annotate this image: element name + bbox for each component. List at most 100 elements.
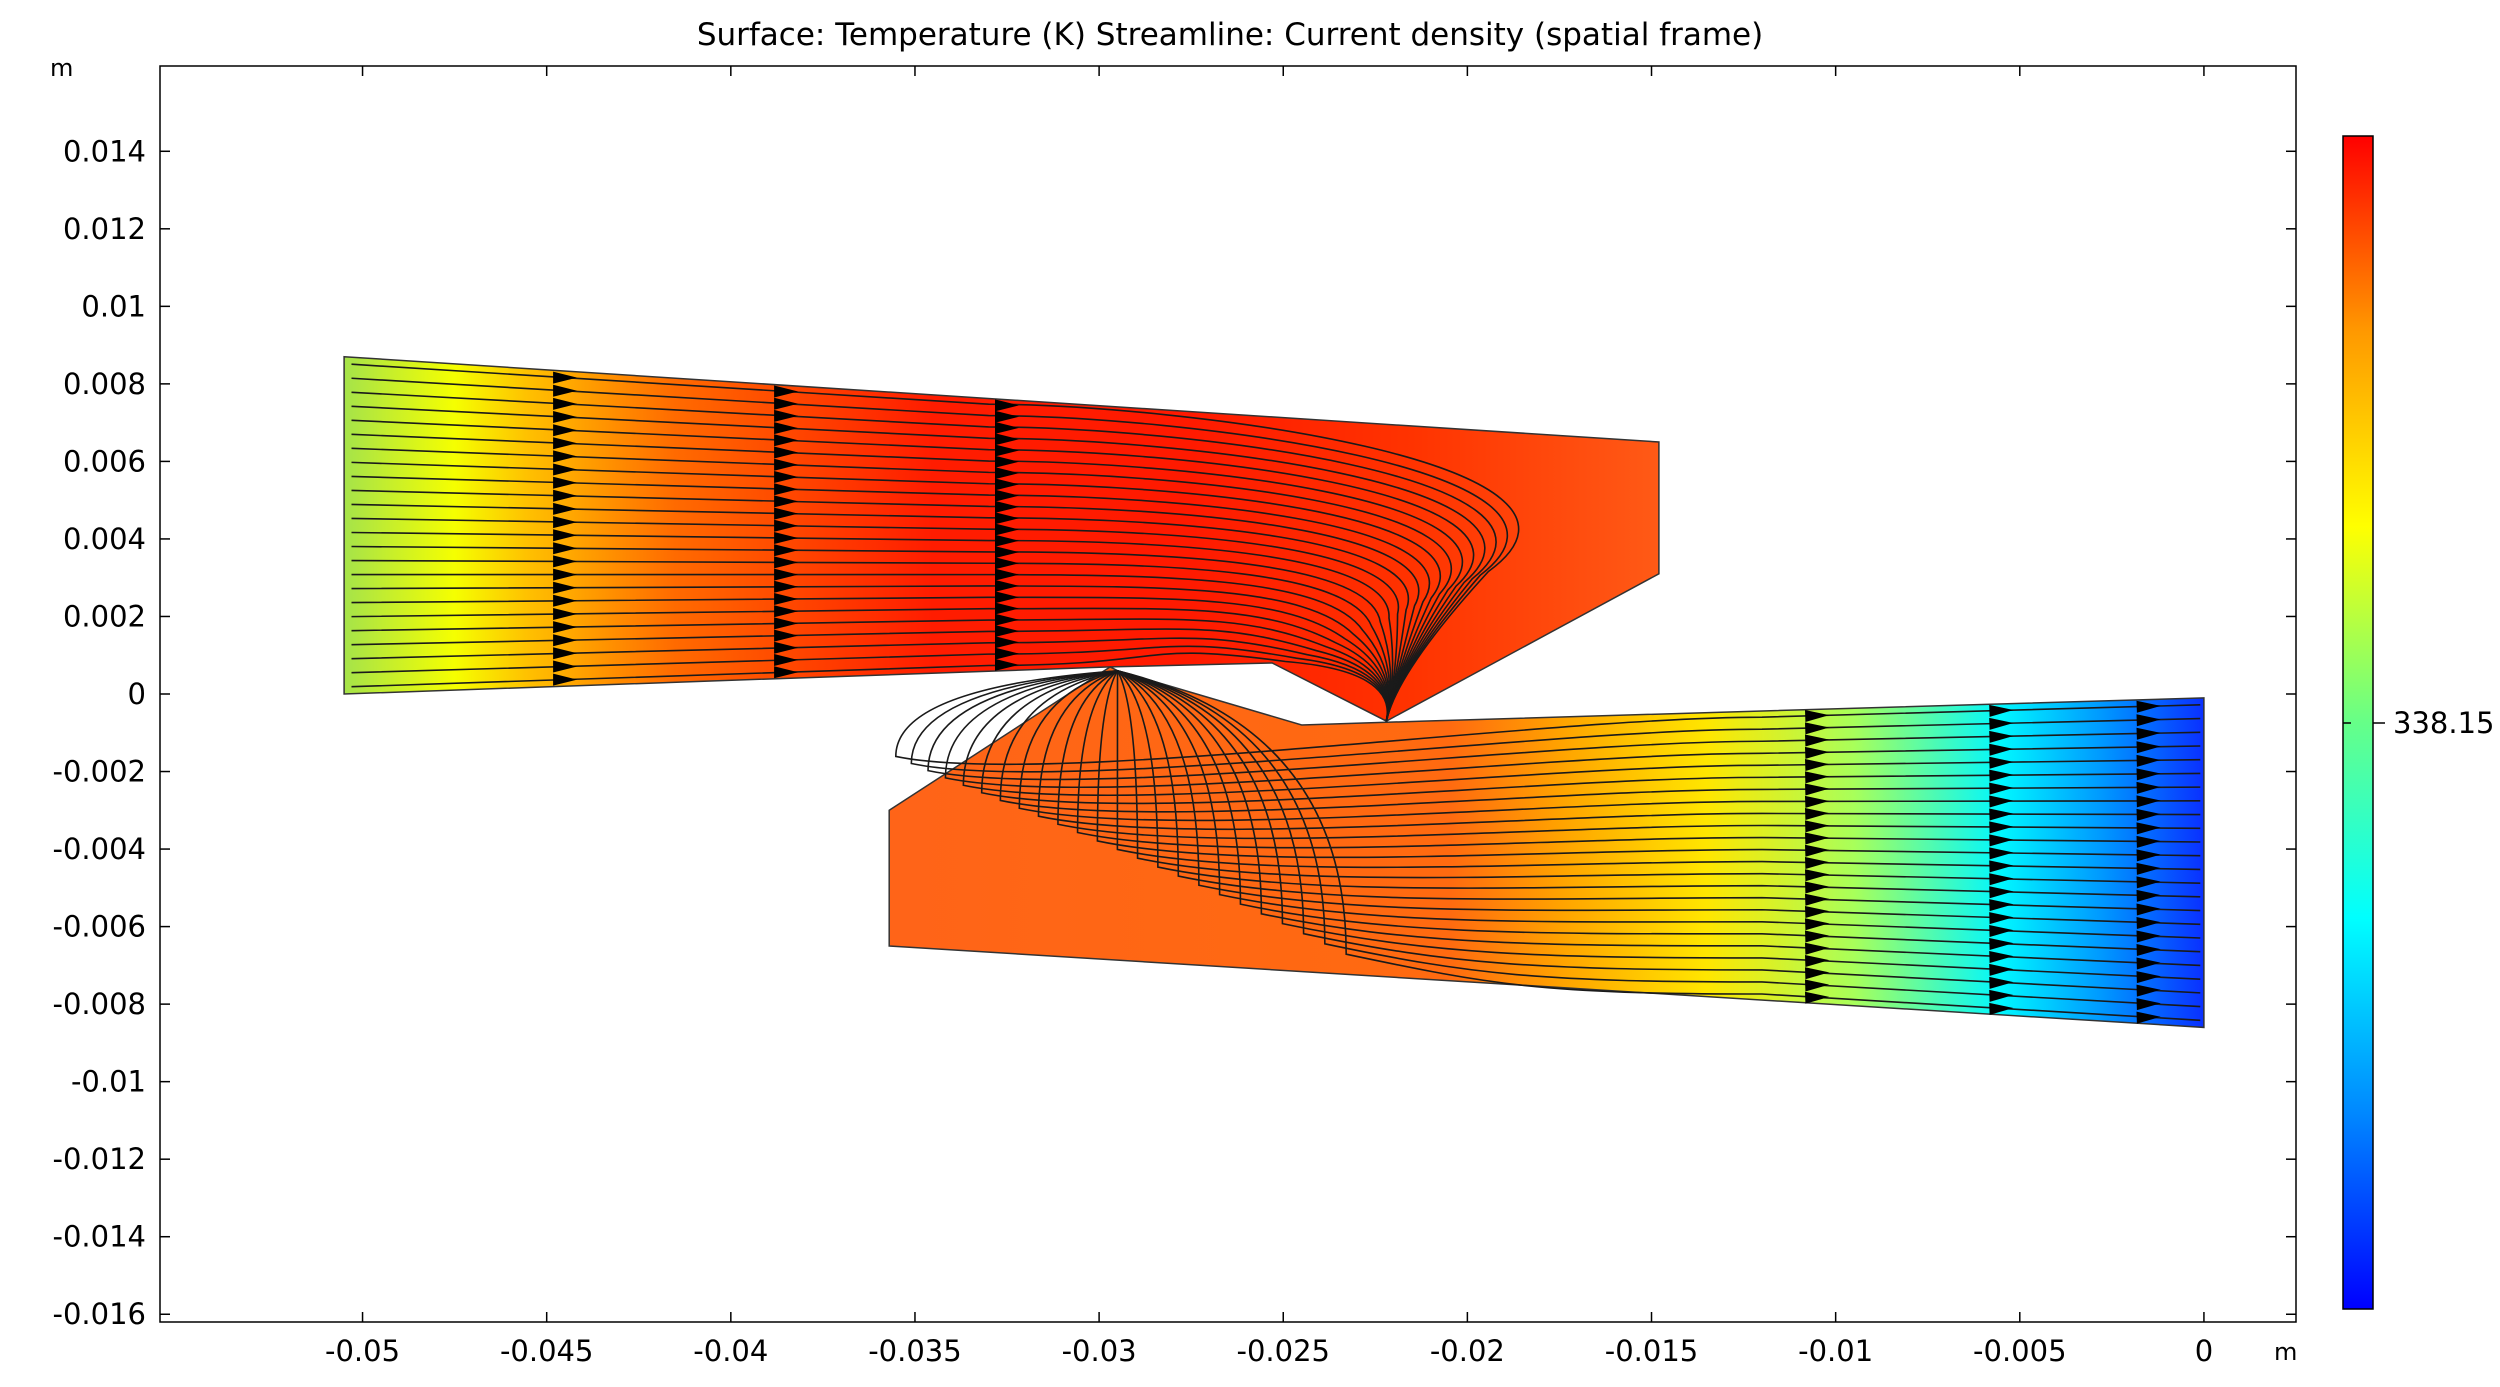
y-tick-label: 0	[128, 677, 146, 711]
y-tick-label: 0.012	[63, 212, 146, 246]
streamline-arrow	[995, 613, 1019, 626]
streamline-arrow	[1804, 710, 1830, 723]
y-tick-label: 0.002	[63, 599, 146, 633]
streamline-arrow	[774, 434, 799, 447]
y-tick-label: 0.008	[63, 367, 146, 401]
x-tick-label: -0.025	[1236, 1334, 1330, 1368]
streamline-upper	[351, 391, 1497, 722]
streamline-lower	[1117, 670, 2201, 939]
streamline-arrow	[1804, 967, 1830, 980]
streamline-arrow	[774, 556, 799, 569]
streamline-arrow	[774, 385, 799, 398]
streamline-arrow	[995, 591, 1019, 604]
y-tick-label: -0.012	[53, 1142, 147, 1176]
streamline-arrow	[2136, 903, 2161, 916]
streamline-arrow	[774, 654, 799, 666]
streamline-arrow	[553, 581, 578, 594]
streamline-arrow	[774, 617, 799, 630]
x-tick-label: -0.045	[500, 1334, 594, 1368]
streamline-upper	[351, 447, 1452, 722]
streamline-arrow	[774, 446, 799, 459]
streamline-arrow	[1804, 783, 1830, 796]
streamline-upper	[351, 461, 1441, 722]
streamline-arrow	[553, 437, 578, 450]
streamline-arrow	[2136, 984, 2161, 997]
streamline-upper	[351, 618, 1389, 722]
streamline-arrow	[774, 605, 799, 618]
streamline-arrow	[774, 507, 799, 520]
streamline-arrow	[995, 500, 1019, 513]
streamline-arrow	[995, 399, 1019, 412]
streamline-upper	[351, 596, 1390, 722]
streamline-arrow	[2136, 754, 2161, 767]
y-tick-label: -0.014	[53, 1220, 147, 1254]
streamline-arrow	[774, 532, 799, 544]
streamline-upper	[351, 489, 1420, 722]
streamline-arrow	[553, 424, 578, 437]
streamline-arrow	[2136, 835, 2161, 848]
streamline-arrow	[1989, 989, 2014, 1002]
streamline-arrow	[774, 458, 799, 471]
streamline-arrow	[1804, 906, 1830, 919]
streamline-arrow	[774, 471, 799, 483]
streamline-arrow	[553, 489, 578, 502]
x-tick-label: -0.03	[1062, 1334, 1137, 1368]
y-tick-label: -0.002	[53, 755, 147, 789]
streamline-arrow	[995, 568, 1019, 581]
colorbar-tick-label: 338.15	[2393, 706, 2494, 740]
y-tick-label: -0.008	[53, 987, 147, 1021]
streamline-upper	[351, 628, 1389, 722]
chart-title: Surface: Temperature (K) Streamline: Cur…	[697, 17, 1763, 53]
streamline-arrow	[1989, 1002, 2014, 1015]
streamline-arrow	[774, 544, 799, 557]
streamline-arrow	[553, 634, 578, 647]
streamline-upper	[351, 585, 1390, 722]
streamline-lower	[1037, 669, 2201, 831]
streamline-arrow	[553, 384, 578, 397]
streamline-arrow	[1989, 769, 2014, 782]
streamline-arrow	[2136, 998, 2161, 1011]
streamline-upper	[351, 573, 1390, 722]
streamline-arrow	[1804, 759, 1830, 772]
streamline-upper	[351, 475, 1431, 722]
streamline-upper	[351, 652, 1389, 722]
y-axis-unit: m	[50, 54, 73, 82]
x-tick-label: 0	[2195, 1334, 2213, 1368]
streamline-arrow	[774, 568, 799, 581]
streamline-arrow	[995, 625, 1019, 637]
streamline-arrow	[1804, 820, 1830, 833]
streamline-arrow	[553, 673, 578, 686]
y-tick-label: -0.01	[71, 1065, 146, 1099]
streamline-lower	[1116, 670, 2201, 871]
y-tick-label: 0.014	[63, 134, 146, 168]
streamline-arrow	[2136, 944, 2161, 957]
streamline-arrow	[1804, 844, 1830, 857]
streamline-arrow	[774, 593, 799, 605]
streamline-upper	[351, 559, 1391, 722]
streamline-arrow	[995, 557, 1019, 570]
streamline-arrow	[553, 371, 578, 384]
streamline-arrow	[553, 463, 578, 476]
streamline-arrow	[1989, 730, 2014, 743]
streamline-arrow	[995, 602, 1019, 615]
streamline-arrow	[1804, 991, 1830, 1004]
x-tick-label: -0.01	[1798, 1334, 1873, 1368]
streamline-arrow	[553, 450, 578, 463]
streamline-arrow	[774, 666, 799, 679]
streamline-arrow	[1804, 930, 1830, 943]
streamline-arrow	[553, 660, 578, 673]
streamline-arrow	[2136, 714, 2161, 727]
streamline-upper	[351, 517, 1400, 722]
streamline-arrow	[995, 478, 1019, 491]
streamline-arrow	[774, 409, 799, 422]
streamline-arrow	[1804, 795, 1830, 808]
streamline-lower	[1096, 670, 2201, 859]
streamline-arrows	[553, 371, 2161, 1024]
streamline-arrow	[2136, 917, 2161, 930]
streamline-lower	[1117, 669, 2201, 1022]
streamline-upper	[351, 637, 1389, 722]
streamline-arrow	[995, 523, 1019, 536]
streamline-arrow	[1989, 951, 2014, 964]
streamline-arrow	[2136, 808, 2161, 821]
streamline-arrow	[1989, 795, 2014, 808]
